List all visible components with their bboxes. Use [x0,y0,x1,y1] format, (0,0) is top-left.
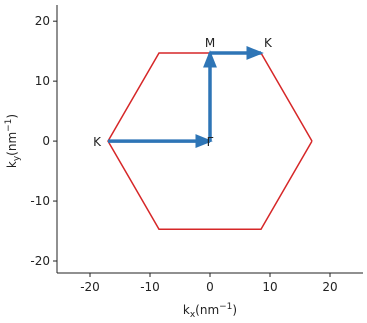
point-label: K [93,135,102,149]
label-part: x [190,310,196,320]
point-label: K [264,36,273,50]
point-label: Γ [207,135,214,149]
y-axis-label: ky(nm−1) [4,114,22,168]
y-tick-label: -10 [30,194,50,208]
label-part: y [12,155,22,161]
point-label: M [205,36,215,50]
label-part: −1 [219,302,232,312]
x-axis-label: kx(nm−1) [183,302,237,320]
x-tick-label: 10 [262,280,277,294]
label-part: ) [232,303,237,317]
label-part: ) [5,114,19,119]
y-tick-label: 20 [35,14,50,28]
x-tick-label: -10 [140,280,160,294]
label-part: −1 [4,119,14,132]
y-tick-label: -20 [30,254,50,268]
y-tick-label: 10 [35,74,50,88]
label-part: k [5,161,19,168]
label-part: (nm [5,132,19,156]
x-tick-label: 0 [206,280,214,294]
x-tick-label: 20 [322,280,337,294]
y-tick-label: 0 [42,134,50,148]
label-part: k [183,303,190,317]
x-tick-label: -20 [80,280,100,294]
label-part: (nm [195,303,219,317]
